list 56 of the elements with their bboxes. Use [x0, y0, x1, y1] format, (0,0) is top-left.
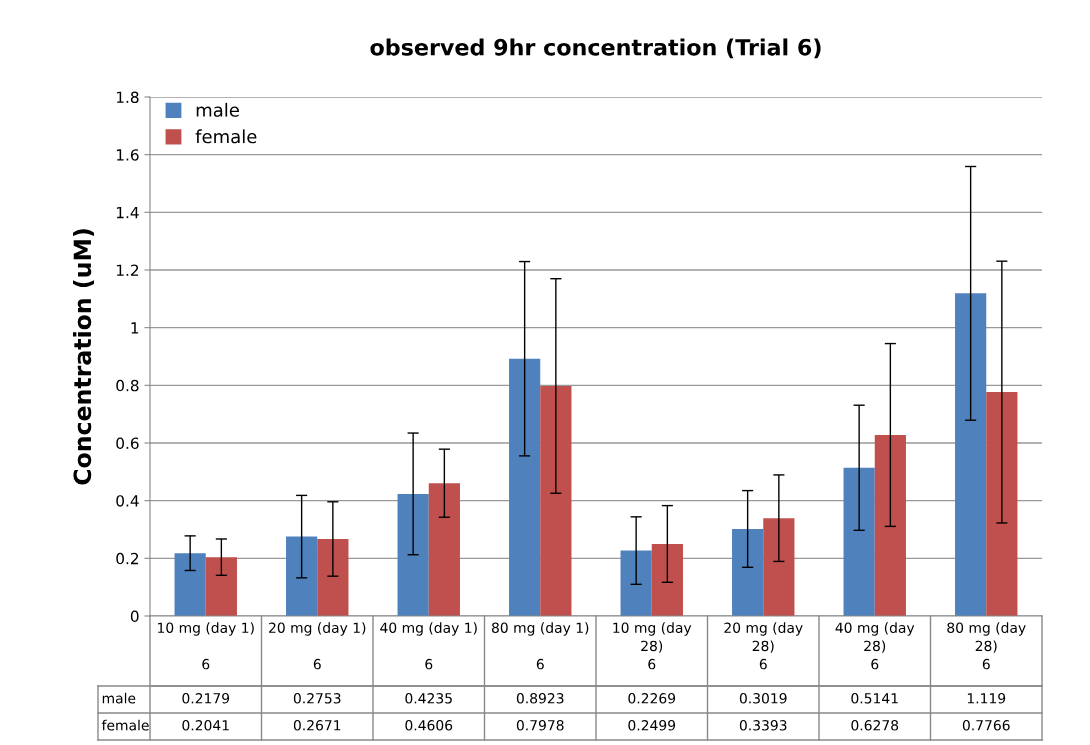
data-label: 0.6278	[851, 720, 899, 731]
category-label: 80 mg (day 1) 6	[491, 622, 589, 670]
bar	[763, 518, 795, 616]
y-tick-label: 0	[130, 610, 139, 623]
data-label: 0.7766	[962, 720, 1010, 731]
data-label: 0.2671	[293, 720, 341, 731]
data-label: 0.2179	[182, 693, 230, 704]
text: female	[101, 719, 149, 731]
bar	[620, 550, 652, 616]
bar	[428, 483, 460, 616]
chart-title: observed 9hr concentration (Trial 6)	[370, 38, 821, 59]
y-tick-label: 1.2	[116, 264, 139, 276]
y-tick-label: 0.2	[116, 552, 139, 565]
y-tick-label: 0.6	[116, 437, 139, 450]
bar	[317, 538, 349, 616]
data-label: 0.3019	[739, 693, 787, 704]
data-label: 0.4235	[405, 693, 452, 704]
data-label: 0.7978	[516, 720, 564, 731]
category-label: 20 mg (day 1) 6	[269, 622, 366, 670]
category-label: 40 mg (day 1) 6	[380, 622, 477, 670]
data-label: 0.2753	[293, 693, 341, 704]
bar	[651, 543, 683, 616]
bar	[509, 358, 541, 616]
x-tick-label: 40 mg (day 28) 6	[835, 622, 915, 670]
data-label: 0.8923	[516, 693, 564, 704]
data-label: 0.2041	[182, 720, 229, 731]
data-label: 0.2269	[628, 693, 676, 704]
bar	[874, 434, 906, 616]
bar	[286, 536, 318, 616]
legend-label: male	[196, 102, 239, 117]
data-label: 1.119	[967, 693, 1006, 704]
y-axis-title: Concentration (uM)	[72, 229, 95, 485]
bar	[732, 528, 764, 616]
bar	[843, 467, 875, 616]
y-tick-label: 1.8	[116, 91, 139, 104]
bar	[174, 553, 206, 616]
y-tick-label: 1.4	[116, 207, 139, 219]
bar	[205, 557, 237, 616]
bar	[986, 392, 1018, 616]
data-label: 0.3393	[739, 720, 787, 731]
y-tick-label: 0.8	[116, 379, 139, 392]
legend-label: female	[195, 129, 257, 144]
y-tick-label: 1.6	[116, 149, 139, 161]
y-tick-label: 0.4	[116, 495, 139, 507]
x-tick-label: 80 mg (day 28) 6	[947, 622, 1026, 670]
text: male	[102, 692, 136, 704]
bar	[397, 493, 429, 616]
x-tick-label: 20 mg (day 28) 6	[724, 622, 803, 670]
bar	[540, 385, 572, 616]
x-tick-label: 10 mg (day 28) 6	[613, 622, 692, 670]
category-label: 10 mg (day 1) 6	[158, 622, 254, 670]
data-label: 0.2499	[628, 720, 676, 731]
data-label: 0.4606	[405, 720, 453, 731]
y-tick-label: 1	[131, 322, 139, 334]
data-label: 0.5141	[851, 693, 898, 704]
bar	[955, 293, 987, 616]
